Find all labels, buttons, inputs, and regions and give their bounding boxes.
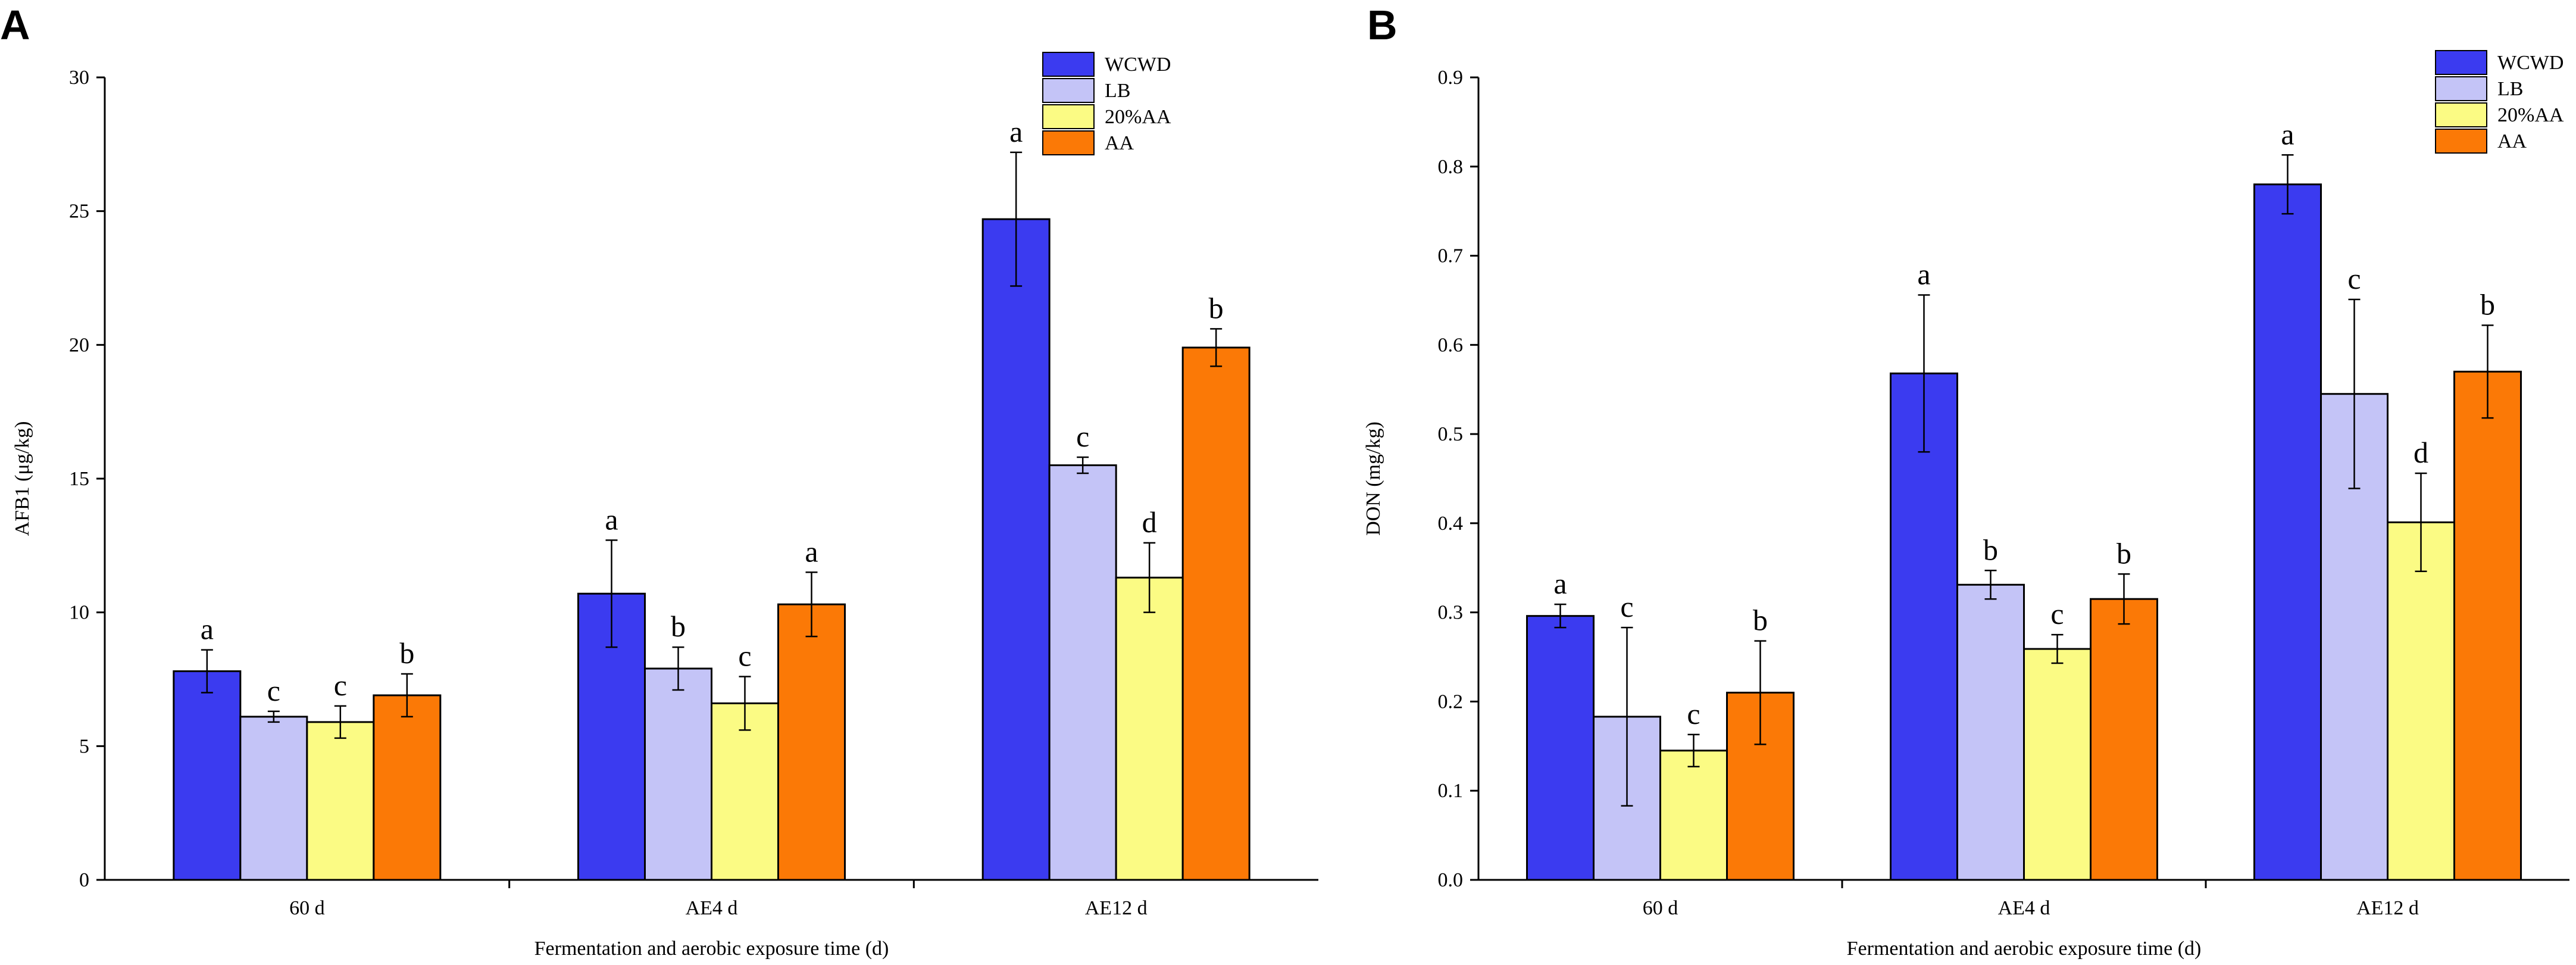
y-tick-label: 0.3 [1438, 602, 1464, 624]
legend-label: LB [1105, 80, 1130, 102]
significance-label: b [399, 636, 414, 670]
x-tick-label: AE4 d [686, 897, 738, 919]
significance-label: a [805, 535, 818, 568]
legend-label: AA [1105, 132, 1134, 154]
y-axis-title: DON (mg/kg) [1362, 421, 1384, 536]
y-tick-label: 0.4 [1438, 513, 1464, 535]
significance-label: b [671, 610, 686, 643]
bar [1526, 615, 1595, 881]
chart-panel-b: B 0.0 0.1 0.2 0.3 0.4 0.5 0.6 0.7 0.8 0.9 60 d a c c b A… [1362, 2, 2569, 960]
chart-panel-a: A 0 5 10 15 20 25 30 60 d a c c b AE4 d a b c a AE12 d a c d b… [0, 2, 1318, 960]
bar [1048, 464, 1117, 881]
significance-label: b [1753, 604, 1768, 637]
x-axis-title: Fermentation and aerobic exposure time (… [534, 938, 889, 960]
significance-label: c [1076, 420, 1089, 453]
legend-label: WCWD [1105, 54, 1171, 76]
y-tick-label: 30 [69, 67, 89, 89]
y-tick-label: 0 [79, 869, 89, 891]
y-tick-label: 15 [69, 468, 89, 490]
bar [306, 721, 375, 881]
y-tick-label: 0.2 [1438, 691, 1464, 713]
significance-label: d [2414, 436, 2428, 469]
significance-label: d [1142, 505, 1157, 539]
significance-label: c [334, 669, 347, 702]
y-tick-label: 0.0 [1438, 869, 1464, 891]
panel-letter: B [1367, 2, 1398, 48]
y-tick-label: 0.1 [1438, 780, 1464, 802]
bar [711, 702, 779, 881]
x-tick-label: AE12 d [2356, 897, 2419, 919]
legend-label: LB [2497, 78, 2523, 100]
y-tick-label: 0.6 [1438, 334, 1464, 356]
bar [1956, 583, 2025, 881]
bar [1181, 346, 1251, 881]
y-tick-label: 10 [69, 602, 89, 624]
bar [2387, 521, 2455, 881]
y-tick-label: 0.9 [1438, 67, 1464, 89]
bar [373, 694, 442, 881]
significance-label: b [1983, 533, 1998, 566]
panel-letter: A [0, 2, 30, 48]
bar [2090, 598, 2158, 881]
legend-swatch [1042, 52, 1095, 77]
legend-swatch [1042, 104, 1095, 129]
legend-swatch [2435, 129, 2487, 154]
x-tick-label: AE12 d [1085, 897, 1148, 919]
x-tick-label: AE4 d [1998, 897, 2050, 919]
bar [981, 218, 1051, 881]
y-tick-label: 5 [79, 735, 89, 757]
significance-label: a [1917, 257, 1930, 291]
y-tick-label: 20 [69, 334, 89, 356]
bar [2023, 648, 2092, 881]
x-axis-title: Fermentation and aerobic exposure time (… [1847, 938, 2202, 960]
significance-label: a [605, 502, 618, 536]
legend-swatch [1042, 78, 1095, 103]
significance-label: b [1209, 291, 1224, 324]
legend-label: 20%AA [2497, 104, 2564, 126]
y-tick-label: 0.7 [1438, 245, 1464, 267]
bar [2453, 370, 2522, 881]
y-tick-label: 25 [69, 201, 89, 223]
significance-label: c [1687, 697, 1700, 730]
significance-label: b [2480, 288, 2495, 321]
x-tick-label: 60 d [289, 897, 325, 919]
significance-label: c [738, 639, 751, 673]
significance-label: a [1009, 115, 1023, 148]
significance-label: c [267, 674, 280, 707]
x-tick-label: 60 d [1643, 897, 1678, 919]
y-tick-label: 0.8 [1438, 156, 1464, 178]
significance-label: a [1553, 567, 1567, 600]
legend-swatch [2435, 76, 2487, 101]
legend-swatch [2435, 50, 2487, 75]
bar [173, 670, 242, 881]
y-axis-title: AFB1 (μg/kg) [11, 421, 33, 536]
significance-label: c [2347, 262, 2361, 295]
legend-swatch [1042, 130, 1095, 155]
bar [1890, 372, 1958, 881]
bar [2253, 183, 2322, 881]
significance-label: b [2117, 536, 2131, 570]
bar [239, 716, 308, 881]
significance-label: a [2281, 117, 2294, 151]
y-tick-label: 0.5 [1438, 423, 1464, 445]
legend-label: AA [2497, 130, 2527, 152]
significance-label: a [201, 613, 214, 646]
significance-label: c [1620, 590, 1633, 623]
legend-label: WCWD [2497, 52, 2564, 74]
bar [777, 603, 846, 881]
bar [1115, 576, 1184, 881]
bar [1659, 749, 1728, 881]
bar [644, 667, 712, 881]
significance-label: c [2050, 597, 2064, 630]
legend-label: 20%AA [1105, 106, 1171, 128]
legend-swatch [2435, 102, 2487, 127]
